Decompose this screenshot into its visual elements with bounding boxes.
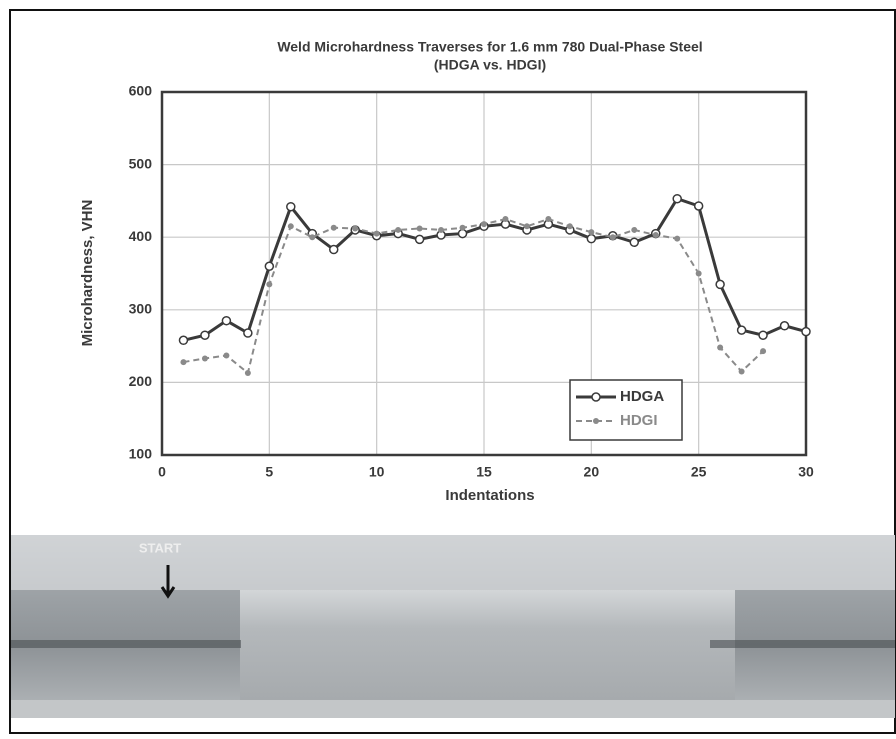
y-tick-label: 300: [129, 301, 153, 317]
data-point: [414, 234, 425, 245]
data-point: [481, 221, 487, 228]
data-point: [221, 315, 232, 326]
data-point: [373, 230, 380, 237]
x-tick-label: 30: [798, 464, 814, 480]
data-point: [286, 201, 296, 212]
data-point: [352, 225, 359, 232]
data-point: [523, 223, 530, 230]
x-axis-label: Indentations: [445, 487, 534, 504]
x-tick-label: 5: [265, 464, 273, 480]
y-tick-label: 400: [129, 228, 153, 244]
data-point: [672, 193, 682, 204]
legend-marker: [593, 418, 599, 424]
data-point: [736, 325, 747, 335]
data-point: [566, 223, 573, 230]
x-tick-label: 25: [691, 464, 707, 480]
data-point: [758, 330, 768, 340]
data-point: [738, 368, 745, 375]
data-point: [779, 321, 790, 331]
data-point: [588, 229, 595, 236]
data-point: [438, 226, 445, 233]
data-point: [502, 216, 509, 223]
series-line: [183, 196, 807, 342]
x-tick-label: 0: [158, 464, 166, 480]
x-tick-label: 15: [476, 464, 492, 480]
data-point: [178, 335, 189, 346]
y-tick-label: 100: [129, 446, 153, 462]
legend-label: HDGI: [620, 412, 658, 429]
legend-box: [569, 379, 683, 441]
y-tick-label: 500: [129, 155, 153, 171]
data-point: [674, 235, 681, 242]
data-point: [287, 223, 294, 230]
data-point: [631, 226, 638, 233]
x-tick-label: 20: [584, 464, 600, 480]
micrograph-label: START: [139, 540, 181, 555]
data-point: [200, 330, 210, 340]
legend-label: HDGA: [620, 388, 664, 405]
legend-marker: [591, 392, 601, 402]
data-point: [801, 326, 811, 337]
y-axis-label: Microhardness, VHN: [79, 200, 96, 347]
data-point: [264, 261, 275, 271]
chart-title: Weld Microhardness Traverses for 1.6 mm …: [277, 39, 702, 55]
data-point: [457, 228, 468, 239]
data-point: [545, 216, 552, 223]
data-point: [180, 359, 187, 366]
data-point: [244, 369, 251, 376]
data-point: [201, 355, 208, 362]
chart-subtitle: (HDGA vs. HDGI): [434, 57, 546, 73]
data-point: [266, 281, 273, 288]
series-line: [183, 217, 764, 375]
data-point: [328, 244, 339, 255]
data-point: [586, 233, 597, 244]
data-point: [309, 234, 316, 241]
plot-frame: [160, 90, 808, 457]
x-tick-label: 10: [369, 464, 385, 480]
data-point: [693, 201, 704, 211]
data-point: [416, 225, 423, 232]
y-tick-label: 600: [129, 83, 153, 99]
data-point: [243, 328, 253, 338]
data-point: [223, 352, 230, 359]
micrograph: START: [11, 535, 895, 718]
data-point: [330, 224, 337, 231]
data-point: [459, 224, 466, 231]
data-point: [695, 270, 702, 277]
y-tick-label: 200: [129, 373, 153, 389]
data-point: [629, 237, 640, 248]
data-point: [609, 234, 616, 241]
data-point: [717, 344, 724, 351]
data-point: [652, 232, 659, 239]
data-point: [715, 279, 725, 290]
data-point: [395, 226, 402, 233]
data-point: [760, 348, 767, 355]
